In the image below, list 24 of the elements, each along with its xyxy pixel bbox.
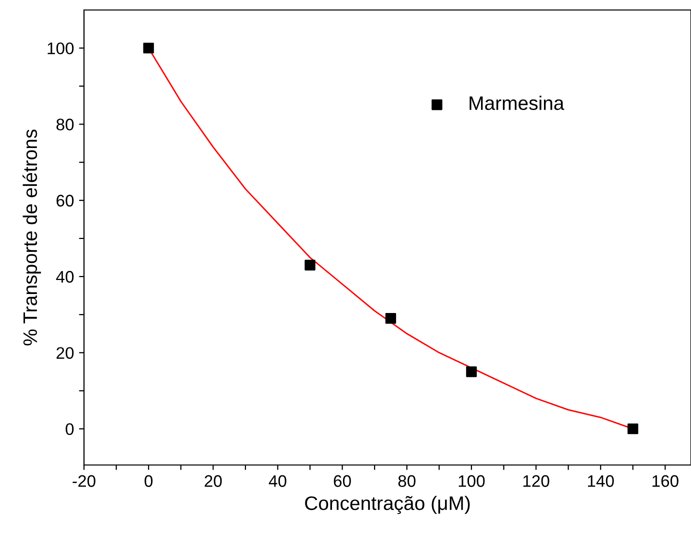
y-tick-label: 40 xyxy=(56,270,74,283)
point xyxy=(628,423,638,434)
x-tick-label: 80 xyxy=(398,475,416,487)
y-tick-label: 100 xyxy=(48,42,74,54)
x-tick-label: 40 xyxy=(268,475,286,487)
x-tick-label: 120 xyxy=(523,475,550,487)
point xyxy=(304,260,316,270)
x-tick-label: 160 xyxy=(652,475,678,487)
y-tick-label: 0 xyxy=(66,423,74,436)
x-tick-label: 60 xyxy=(334,475,351,487)
x-tick-label: 140 xyxy=(588,475,614,487)
y-axis-title: % Transporte de elétrons xyxy=(22,130,41,346)
x-axis-title: Concentração (μM) xyxy=(305,496,470,514)
y-tick-label: 80 xyxy=(56,118,74,130)
x-tick-label: 100 xyxy=(458,475,485,487)
point xyxy=(143,42,154,54)
point xyxy=(385,313,396,324)
y-tick-label: 20 xyxy=(56,347,74,359)
y-tick-label: 60 xyxy=(56,194,74,207)
x-tick-label: -20 xyxy=(72,475,96,487)
point xyxy=(466,366,477,378)
legend-label: Marmesina xyxy=(470,96,564,110)
x-tick-label: 20 xyxy=(204,475,222,487)
x-tick-label: 0 xyxy=(144,475,153,487)
